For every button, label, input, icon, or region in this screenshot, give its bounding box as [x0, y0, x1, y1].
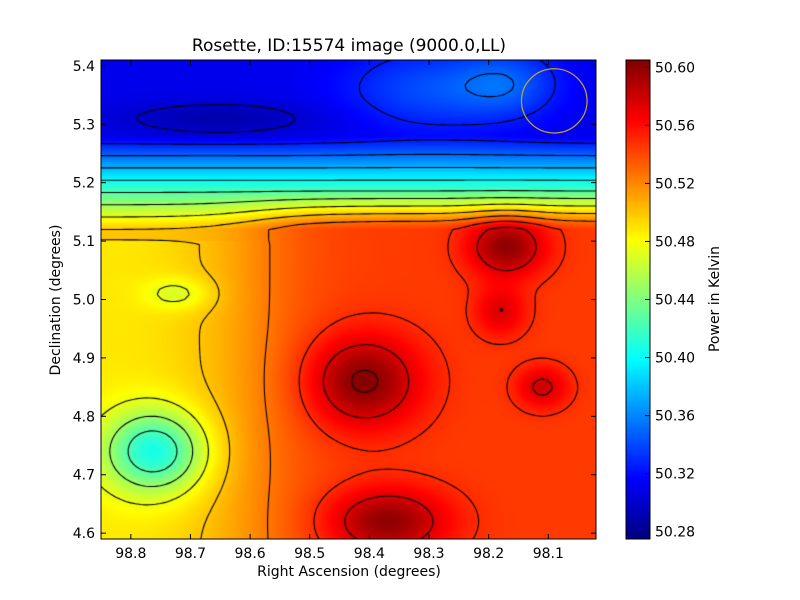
- colorbar-label: Power in Kelvin: [707, 246, 723, 352]
- x-tick-label: 98.7: [175, 546, 206, 562]
- colorbar-tick-label: 50.36: [655, 409, 695, 425]
- x-axis-label: Right Ascension (degrees): [257, 564, 441, 580]
- y-axis: 4.6 4.7 4.8 4.9 5.0 5.1 5.2 5.3 5.4: [73, 59, 596, 542]
- heatmap-plot: [100, 59, 597, 540]
- colorbar-tick-label: 50.56: [655, 118, 695, 134]
- y-tick-label: 4.9: [73, 351, 95, 367]
- x-tick-label: 98.6: [235, 546, 266, 562]
- colorbar-tick-label: 50.48: [655, 234, 695, 250]
- colorbar-tick-label: 50.52: [655, 176, 695, 192]
- colorbar-tick-label: 50.28: [655, 525, 695, 541]
- colorbar: 50.28 50.32 50.36 50.40 50.44 50.48 50.52 50.56…: [625, 59, 723, 541]
- y-tick-label: 5.0: [73, 293, 95, 309]
- x-tick-label: 98.4: [354, 546, 385, 562]
- y-tick-label: 5.2: [73, 176, 95, 192]
- x-tick-label: 98.5: [294, 546, 325, 562]
- colorbar-tick-label: 50.40: [655, 351, 695, 367]
- y-axis-label: Declination (degrees): [48, 225, 64, 376]
- colorbar-tick-label: 50.60: [655, 60, 695, 76]
- y-tick-label: 5.3: [73, 117, 95, 133]
- y-tick-label: 5.4: [73, 59, 95, 75]
- x-tick-label: 98.8: [115, 546, 146, 562]
- colorbar-tick-label: 50.44: [655, 293, 695, 309]
- y-tick-label: 4.6: [73, 526, 95, 542]
- y-tick-label: 5.1: [73, 234, 95, 250]
- y-tick-label: 4.7: [73, 468, 95, 484]
- chart-title: Rosette, ID:15574 image (9000.0,LL): [192, 36, 506, 56]
- colorbar-tick-label: 50.32: [655, 467, 695, 483]
- x-tick-label: 98.3: [413, 546, 444, 562]
- y-tick-label: 4.8: [73, 409, 95, 425]
- x-tick-label: 98.1: [533, 546, 564, 562]
- x-tick-label: 98.2: [473, 546, 504, 562]
- x-axis: 98.8 98.7 98.6 98.5 98.4 98.3 98.2 98.1: [115, 60, 564, 562]
- beam-circle: [520, 68, 588, 134]
